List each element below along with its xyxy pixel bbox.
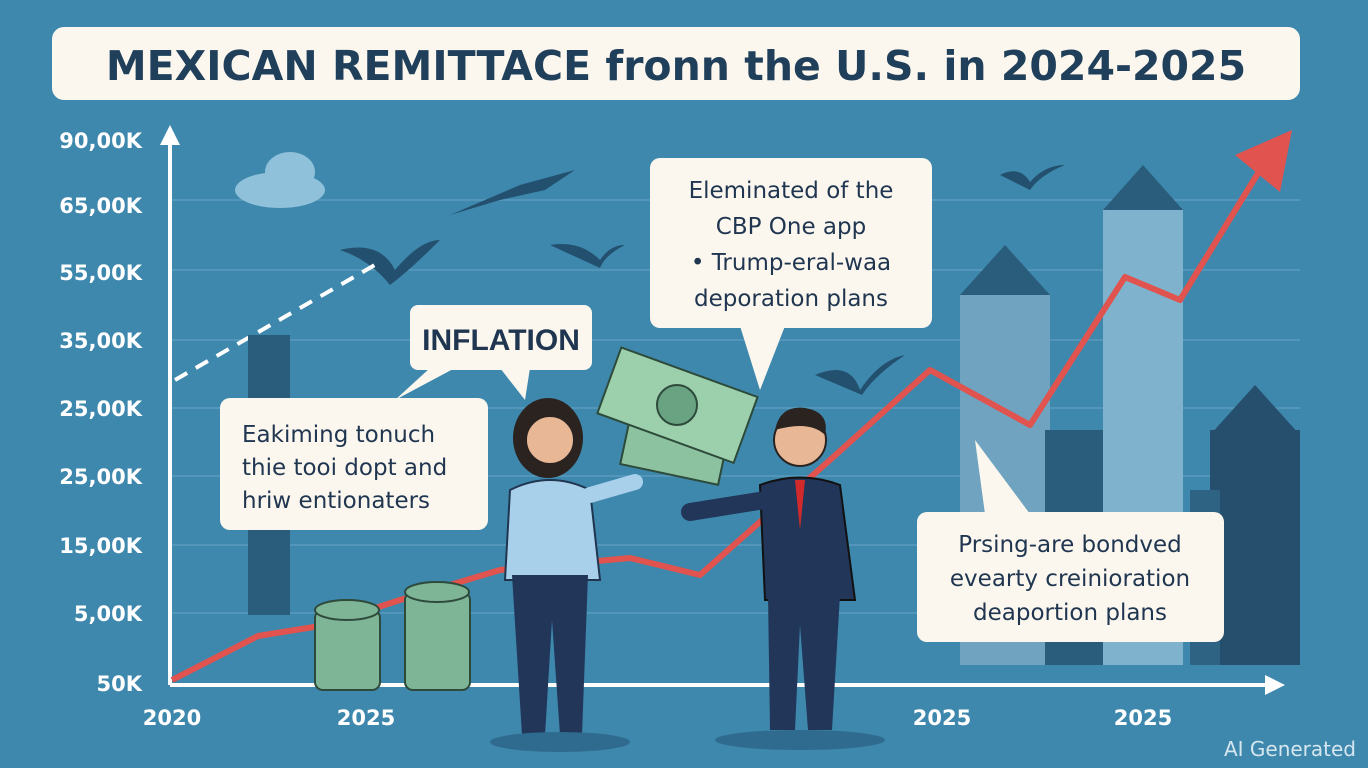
callout-line: Prsing-are bondved	[958, 532, 1182, 558]
left-callout: Eakiming tonuch thie tooi dopt and hriw …	[242, 422, 447, 514]
callout-line: CBP One app	[716, 214, 866, 240]
y-label: 25,00K	[59, 397, 142, 421]
watermark: AI Generated	[1224, 737, 1356, 761]
y-axis-labels: 90,00K 65,00K 55,00K 35,00K 25,00K 25,00…	[59, 129, 142, 696]
y-label: 50K	[97, 672, 143, 696]
banknotes	[596, 346, 759, 486]
x-label: 2025	[337, 706, 395, 730]
y-label: 35,00K	[59, 329, 142, 353]
man	[681, 407, 885, 750]
callout-line: deporation plans	[694, 286, 888, 312]
middle-callout: Eleminated of the CBP One app • Trump-er…	[689, 178, 894, 312]
callout-boxes	[220, 158, 1224, 642]
x-axis-labels: 2020 2025 2025 2025	[143, 706, 1172, 730]
callout-line: deaportion plans	[973, 600, 1167, 626]
woman	[490, 398, 643, 752]
callout-line: hriw entionaters	[242, 488, 430, 514]
title: MEXICAN REMITTACE fronn the U.S. in 2024…	[106, 42, 1246, 90]
y-label: 5,00K	[74, 602, 143, 626]
inflation-label: INFLATION	[422, 324, 580, 357]
callout-line: Eakiming tonuch	[242, 422, 435, 448]
callout-line: evearty creinioration	[950, 566, 1190, 592]
y-label: 15,00K	[59, 534, 142, 558]
x-label: 2025	[913, 706, 971, 730]
callout-line: thie tooi dopt and	[242, 455, 447, 481]
callout-line: • Trump-eral-waa	[691, 250, 891, 276]
x-label: 2020	[143, 706, 201, 730]
y-label: 25,00K	[59, 465, 142, 489]
coin-stacks	[314, 581, 471, 691]
x-label: 2025	[1114, 706, 1172, 730]
y-label: 55,00K	[59, 261, 142, 285]
callout-line: Eleminated of the	[689, 178, 894, 204]
title-box	[52, 27, 1300, 100]
right-callout: Prsing-are bondved evearty creinioration…	[950, 532, 1190, 626]
sky-decor	[174, 152, 1065, 395]
y-label: 90,00K	[59, 129, 142, 153]
y-label: 65,00K	[59, 194, 142, 218]
